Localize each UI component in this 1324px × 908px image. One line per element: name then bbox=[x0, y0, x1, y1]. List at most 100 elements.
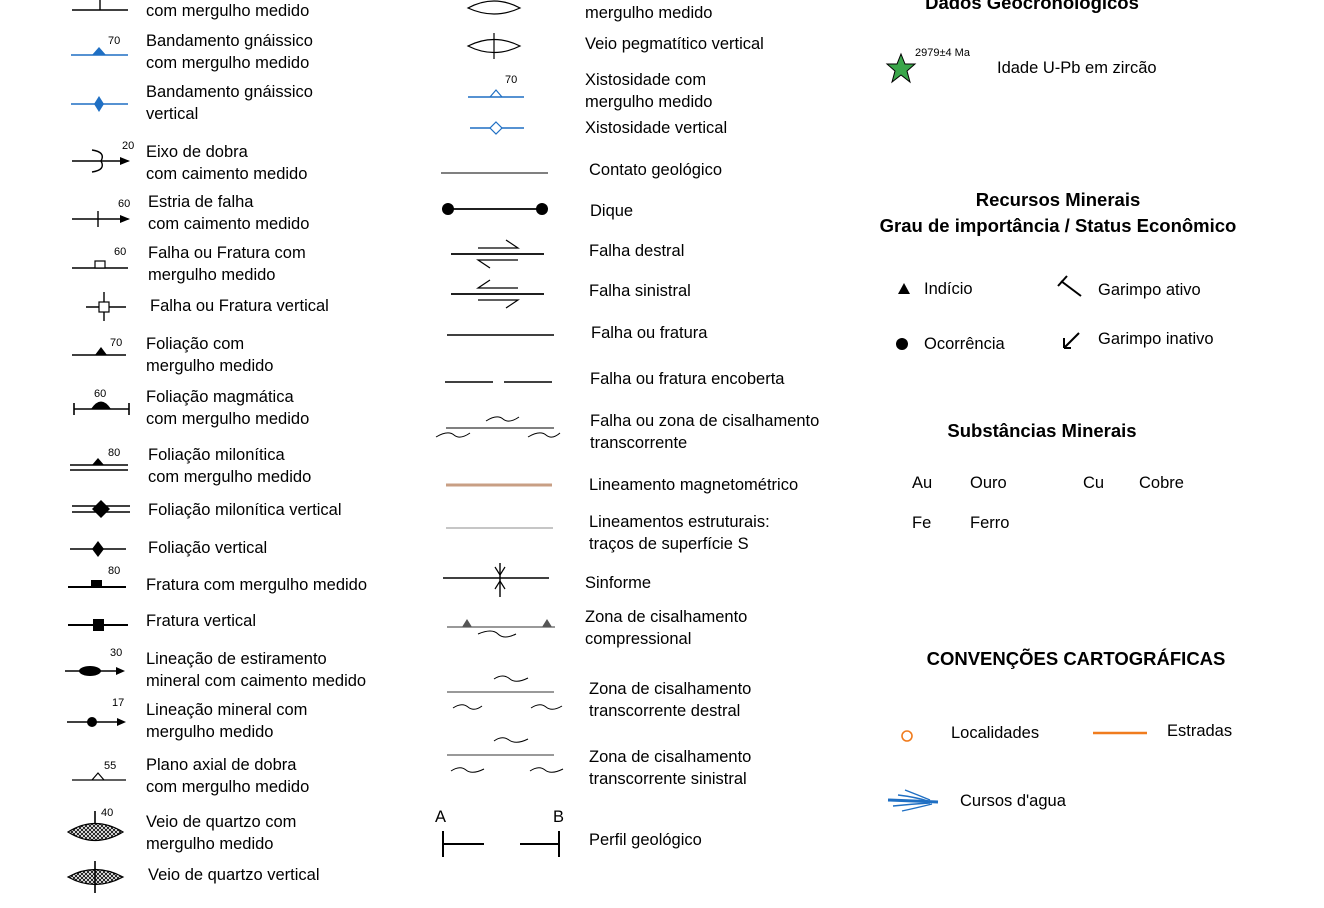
geologic-profile-icon bbox=[442, 831, 560, 857]
substance-code: Au bbox=[912, 474, 933, 492]
fold-axis-value: 20 bbox=[122, 140, 135, 152]
dextral-shear-label: Zona de cisalhamento transcorrente destr… bbox=[589, 680, 752, 720]
garimpo-inativo-label: Garimpo inativo bbox=[1098, 330, 1214, 348]
inactive-pickaxe-icon bbox=[1063, 332, 1080, 349]
geochron-title: Dados Geocronológicos bbox=[925, 0, 1139, 13]
magmatic-foliation-icon bbox=[73, 401, 130, 415]
foliation-vertical-icon bbox=[70, 541, 126, 557]
compressional-shear-icon bbox=[447, 619, 555, 638]
sinistral-shear-icon bbox=[447, 737, 564, 773]
axial-plane-value: 55 bbox=[104, 760, 117, 772]
pegmatite-vein-vertical-icon bbox=[466, 33, 522, 59]
substance-name: Cobre bbox=[1139, 474, 1184, 492]
geochron-item-label: Idade U-Pb em zircão bbox=[997, 59, 1157, 77]
fault-dip-value: 60 bbox=[114, 246, 127, 258]
geologic-contact-label: Contato geológico bbox=[589, 161, 723, 179]
gneissic-banding-vertical-label: Bandamento gnáissico vertical bbox=[146, 83, 313, 123]
circle-icon bbox=[896, 338, 908, 350]
stretching-lineation-value: 30 bbox=[110, 647, 123, 659]
fold-axis-icon bbox=[72, 149, 130, 173]
substance-name: Ouro bbox=[970, 474, 1007, 492]
schistosity-vertical-label: Xistosidade vertical bbox=[585, 119, 728, 137]
geologic-profile-label: Perfil geológico bbox=[589, 831, 702, 849]
quartz-vein-dip-label: Veio de quartzo com mergulho medido bbox=[146, 813, 297, 853]
fault-striation-label: Estria de falha com caimento medido bbox=[148, 193, 310, 233]
structural-lineament-label: Lineamentos estruturais: traços de super… bbox=[589, 513, 770, 553]
fault-striation-value: 60 bbox=[118, 198, 131, 210]
localidades-label: Localidades bbox=[951, 724, 1040, 742]
fault-vertical-label: Falha ou Fratura vertical bbox=[150, 297, 329, 315]
foliation-dip-icon bbox=[72, 347, 126, 356]
substances-title: Substâncias Minerais bbox=[947, 420, 1137, 441]
fracture-dip-value: 80 bbox=[108, 565, 121, 577]
pegmatite-vein-dip-label: mergulho medido bbox=[585, 4, 713, 22]
substance-name: Ferro bbox=[970, 514, 1010, 532]
mineral-lineation-value: 17 bbox=[112, 697, 125, 709]
cursos-label: Cursos d'agua bbox=[960, 792, 1066, 810]
dextral-fault-label: Falha destral bbox=[589, 242, 685, 260]
mineral-lineation-label: Lineação mineral com mergulho medido bbox=[146, 701, 308, 741]
sinistral-shear-label: Zona de cisalhamento transcorrente sinis… bbox=[589, 748, 752, 788]
dextral-shear-icon bbox=[447, 675, 563, 710]
transcurrent-shear-icon bbox=[435, 416, 561, 438]
pegmatite-vein-vertical-label: Veio pegmatítico vertical bbox=[585, 35, 764, 53]
foliation-dip-value: 70 bbox=[110, 337, 123, 349]
schistosity-dip-value: 70 bbox=[505, 74, 518, 86]
mylonitic-foliation-dip-value: 80 bbox=[108, 447, 121, 459]
pegmatite-vein-dip-icon bbox=[466, 0, 522, 15]
fault-line-label: Falha ou fratura bbox=[591, 324, 708, 342]
covered-fault-label: Falha ou fratura encoberta bbox=[590, 370, 785, 388]
gneissic-banding-vertical-icon bbox=[71, 96, 128, 112]
mylonitic-foliation-dip-icon bbox=[70, 458, 128, 471]
fracture-dip-icon bbox=[68, 580, 126, 588]
fault-vertical-icon bbox=[86, 292, 126, 321]
axial-plane-icon bbox=[72, 772, 126, 781]
magnetometric-lineament-label: Lineamento magnetométrico bbox=[589, 476, 799, 494]
garimpo-ativo-label: Garimpo ativo bbox=[1098, 281, 1201, 299]
foliation-dip-label: Foliação com mergulho medido bbox=[146, 335, 274, 375]
water-icon bbox=[887, 789, 939, 812]
indicio-label: Indício bbox=[924, 280, 973, 298]
fault-dip-label: Falha ou Fratura com mergulho medido bbox=[148, 244, 306, 284]
schistosity-dip-icon bbox=[468, 89, 524, 98]
quartz-vein-vertical-icon bbox=[66, 861, 125, 893]
mylonitic-foliation-vertical-label: Foliação milonítica vertical bbox=[148, 501, 342, 519]
sinistral-fault-icon bbox=[451, 279, 544, 309]
stretching-lineation-label: Lineação de estiramento mineral com caim… bbox=[146, 650, 367, 690]
compressional-shear-label: Zona de cisalhamento compressional bbox=[585, 608, 748, 648]
dike-icon bbox=[442, 203, 548, 215]
mineral-lineation-icon bbox=[67, 717, 126, 727]
fault-dip-icon bbox=[72, 260, 128, 269]
substance-code: Cu bbox=[1083, 474, 1105, 492]
fracture-vertical-icon bbox=[68, 619, 128, 631]
transcurrent-shear-label: Falha ou zona de cisalhamento transcorre… bbox=[590, 412, 820, 452]
conventions-title: CONVENÇÕES CARTOGRÁFICAS bbox=[926, 648, 1226, 669]
profile-end-a: A bbox=[435, 808, 447, 826]
schistosity-dip-label: Xistosidade com mergulho medido bbox=[585, 71, 713, 111]
age-label: 2979±4 Ma bbox=[915, 47, 970, 59]
minerals-title: Recursos Minerais Grau de importância / … bbox=[879, 189, 1237, 236]
stretching-lineation-icon bbox=[65, 666, 125, 676]
strike-dip-icon bbox=[72, 0, 128, 11]
magmatic-foliation-value: 60 bbox=[94, 388, 107, 400]
ocorrencia-label: Ocorrência bbox=[924, 335, 1005, 353]
gneissic-banding-dip-label: Bandamento gnáissico com mergulho medido bbox=[146, 32, 313, 72]
foliation-vertical-label: Foliação vertical bbox=[148, 539, 268, 557]
substance-code: Fe bbox=[912, 514, 932, 532]
quartz-vein-dip-value: 40 bbox=[101, 807, 114, 819]
dextral-fault-icon bbox=[451, 239, 544, 269]
sinistral-fault-label: Falha sinistral bbox=[589, 282, 691, 300]
quartz-vein-vertical-label: Veio de quartzo vertical bbox=[148, 866, 320, 884]
gneissic-banding-dip-icon bbox=[71, 47, 128, 56]
axial-plane-label: Plano axial de dobra com mergulho medido bbox=[146, 756, 310, 796]
estradas-label: Estradas bbox=[1167, 722, 1233, 740]
active-pickaxe-icon bbox=[1057, 275, 1082, 297]
triangle-icon bbox=[898, 283, 910, 294]
gneissic-banding-dip-value: 70 bbox=[108, 35, 121, 47]
mylonitic-foliation-vertical-icon bbox=[72, 500, 130, 518]
synform-label: Sinforme bbox=[585, 574, 652, 592]
synform-icon bbox=[443, 563, 549, 597]
magmatic-foliation-label: Foliação magmática com mergulho medido bbox=[146, 388, 310, 428]
fracture-vertical-label: Fratura vertical bbox=[146, 612, 257, 630]
fold-axis-label: Eixo de dobra com caimento medido bbox=[146, 143, 308, 183]
